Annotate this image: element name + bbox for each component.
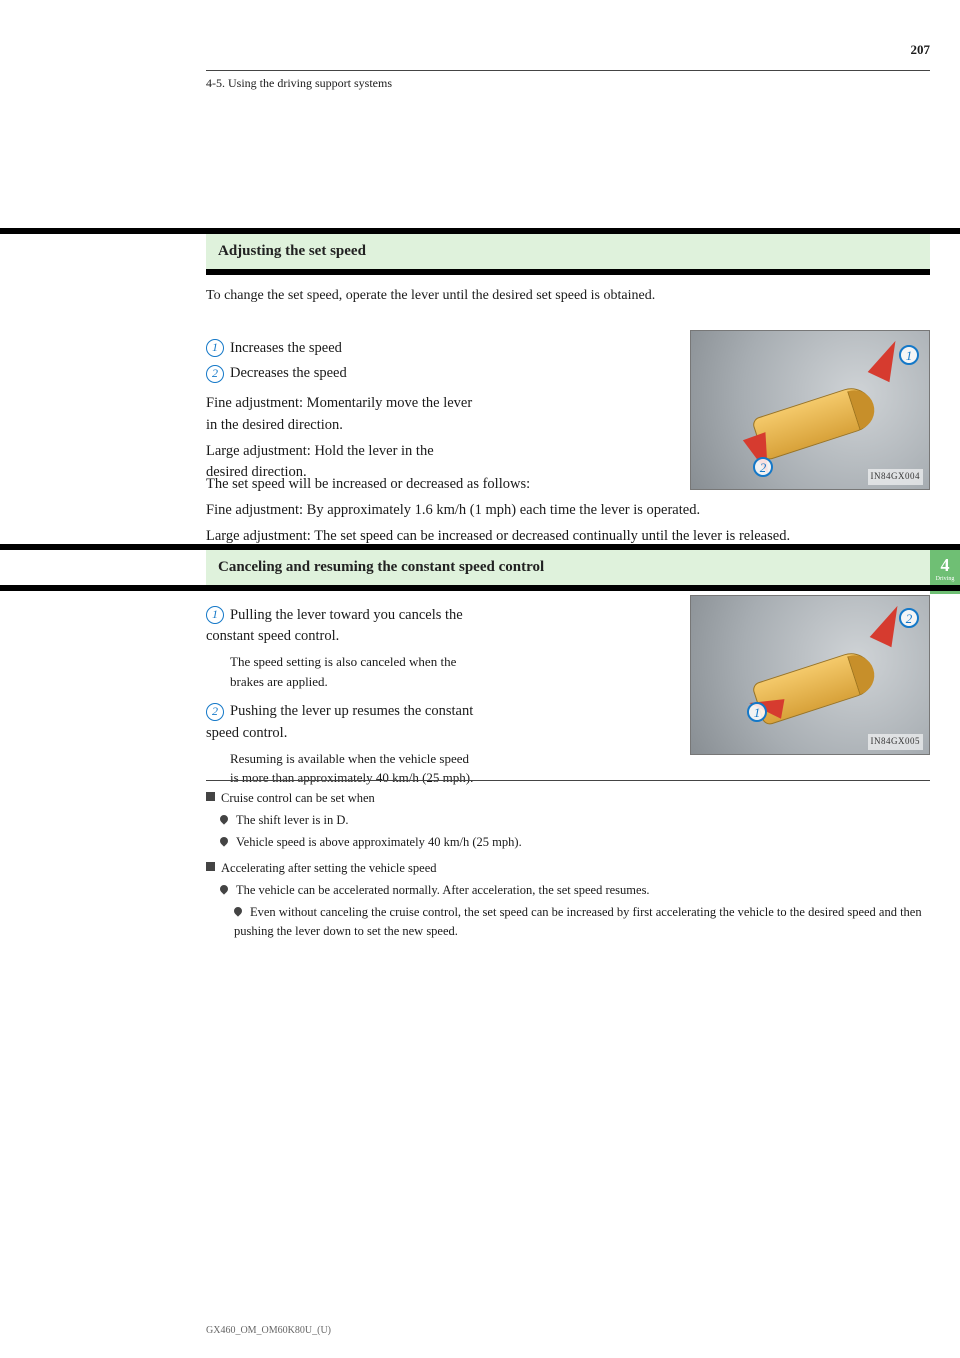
section1-below2: Fine adjustment: By approximately 1.6 km… (206, 500, 930, 522)
footer-doc-id: GX460_OM_OM60K80U_(U) (206, 1323, 331, 1338)
s2-item1-line2: The speed setting is also canceled when … (230, 652, 474, 691)
figure-lever-cancel: 1 2 IN84GX005 (690, 595, 930, 755)
s2-item1-line1: Pulling the lever toward you cancels the… (206, 607, 463, 645)
figure2-label: IN84GX005 (868, 734, 924, 750)
fine-h2-b1: The vehicle can be accelerated normally.… (206, 881, 930, 900)
fine-h2-b2: Even without canceling the cruise contro… (234, 903, 930, 941)
figure-lever-adjust: 1 2 IN84GX004 (690, 330, 930, 490)
s2-item2-line1: Pushing the lever up resumes the constan… (206, 703, 473, 741)
fine-h1: Cruise control can be set when (206, 789, 930, 808)
fine-h2: Accelerating after setting the vehicle s… (206, 859, 930, 878)
section2-title: Canceling and resuming the constant spee… (206, 550, 930, 585)
item2-text: Decreases the speed (230, 365, 347, 381)
item1-text: Increases the speed (230, 340, 342, 356)
fine-h1-b2: Vehicle speed is above approximately 40 … (206, 833, 930, 852)
section1-below1: The set speed will be increased or decre… (206, 474, 930, 496)
fine-h1-b1: The shift lever is in D. (206, 811, 930, 830)
section1-title: Adjusting the set speed (206, 234, 930, 269)
section1-intro: To change the set speed, operate the lev… (206, 275, 930, 320)
callout-s2-2: 2 (206, 703, 224, 721)
callout-s2-1: 1 (206, 606, 224, 624)
callout-1: 1 (206, 339, 224, 357)
divider-line (206, 780, 930, 781)
fig1-callout-1: 1 (899, 345, 919, 365)
callout-2: 2 (206, 365, 224, 383)
page-number: 207 (911, 40, 931, 60)
fig2-callout-2: 2 (899, 608, 919, 628)
fig2-callout-1: 1 (747, 702, 767, 722)
running-header: 4-5. Using the driving support systems (206, 70, 930, 92)
section1-note1: Fine adjustment: Momentarily move the le… (206, 393, 474, 437)
